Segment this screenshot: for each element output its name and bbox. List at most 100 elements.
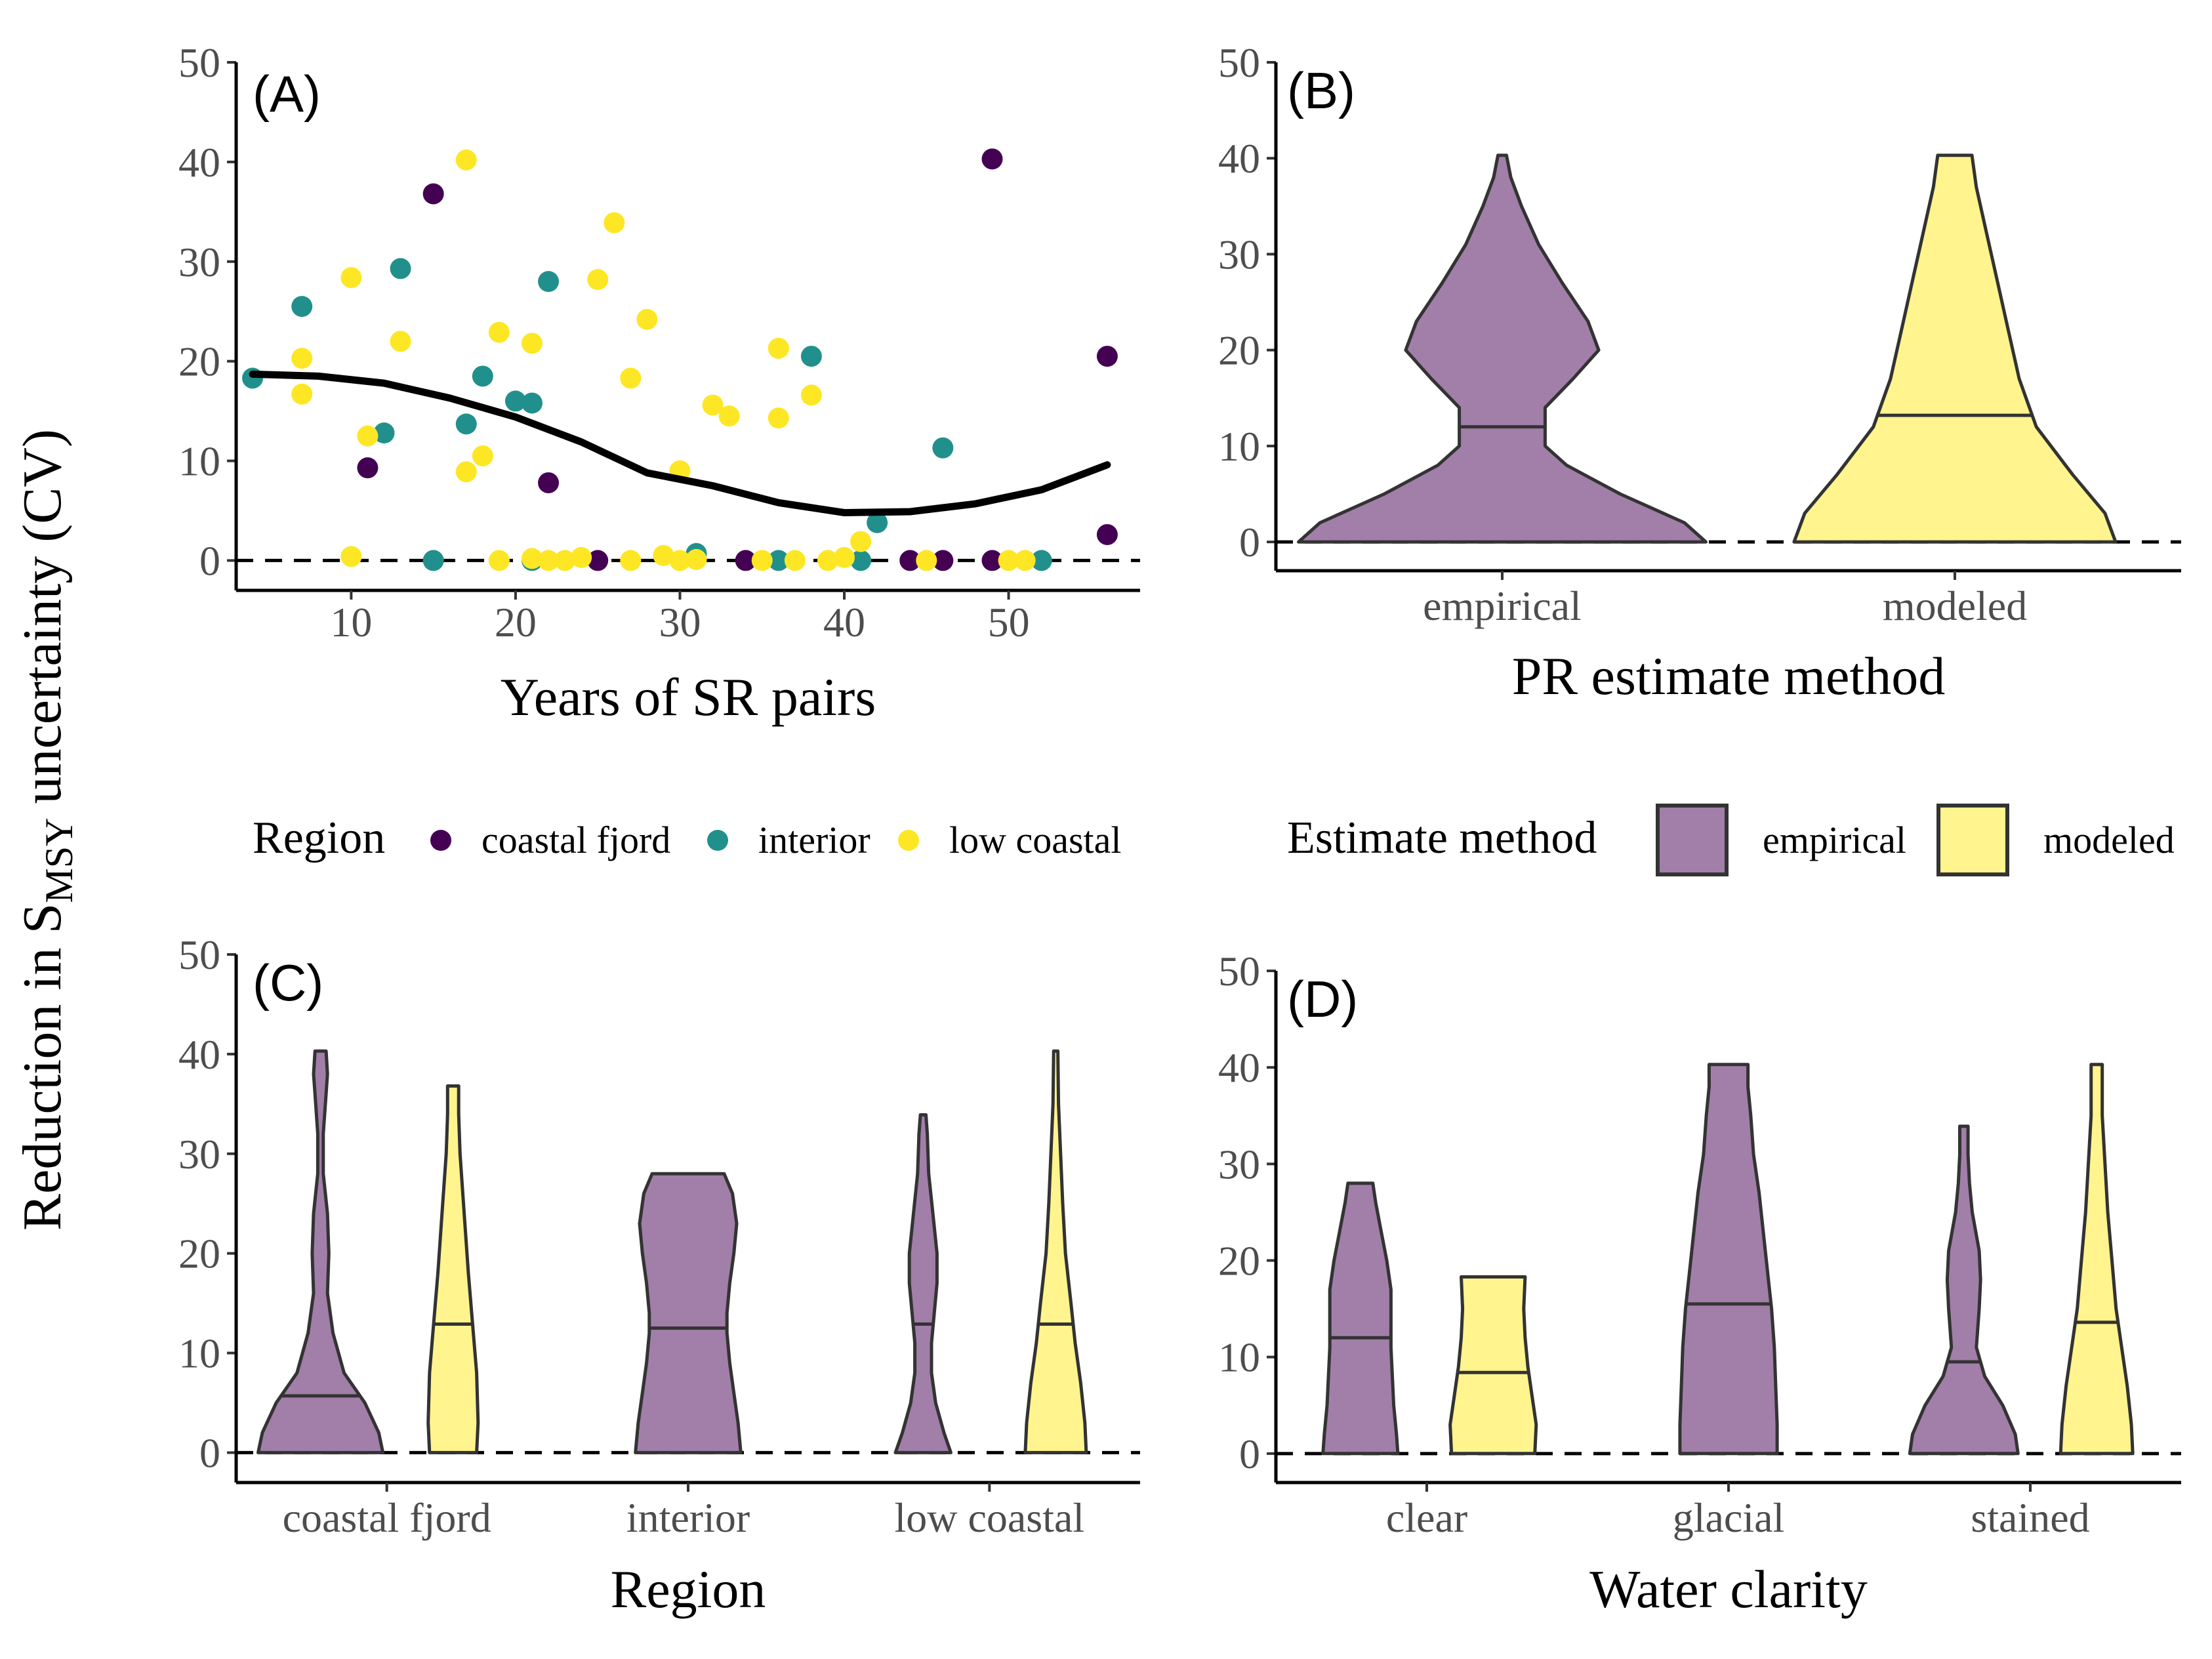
panel-c-ytick-label-10: 10 xyxy=(178,1330,220,1377)
panel-a-point-low-coastal-32 xyxy=(817,550,838,571)
panel-a-point-interior-15 xyxy=(867,512,888,533)
panel-a-label: (A) xyxy=(253,65,321,123)
panel-a-point-low-coastal-10 xyxy=(488,550,510,571)
panel-c-ytick-label-0: 0 xyxy=(199,1429,220,1476)
panel-d-violin-stained-modeled xyxy=(2058,1063,2135,1456)
panel-a-point-low-coastal-36 xyxy=(998,550,1019,571)
panel-a-point-interior-1 xyxy=(291,296,313,317)
legend-region-key-coastal-fjord xyxy=(430,830,451,851)
panel-c-xtick-label-low-coastal: low coastal xyxy=(894,1494,1084,1541)
panel-a-ytick-label-30: 30 xyxy=(178,239,220,285)
legend-method-label-empirical: empirical xyxy=(1763,819,1906,861)
panel-c-ytick-label-20: 20 xyxy=(178,1231,220,1277)
panel-a-ytick-label-40: 40 xyxy=(178,139,220,186)
panel-a-point-low-coastal-3 xyxy=(340,546,362,567)
panel-c-violin-low-coastal-modeled xyxy=(1023,1049,1088,1454)
legend-method-label-modeled: modeled xyxy=(2043,819,2175,861)
panel-a-point-coastal-fjord-3 xyxy=(587,550,609,571)
panel-a-point-low-coastal-11 xyxy=(521,333,543,354)
panel-a-point-coastal-fjord-5 xyxy=(899,550,921,571)
panel-a-scatter: (A) 0 10 20 30 40 50 Years of SR pairs 10 20 30 40 5… xyxy=(178,39,1140,727)
panel-a-point-interior-12 xyxy=(768,550,789,571)
panel-a-point-low-coastal-23 xyxy=(669,550,691,571)
panel-d-ytick-label-10: 10 xyxy=(1218,1334,1260,1381)
legend-region-title: Region xyxy=(253,813,385,863)
panel-a-point-interior-16 xyxy=(932,437,954,459)
legend-estimate-method: Estimate method empirical modeled xyxy=(1287,804,2175,876)
panel-a-point-low-coastal-19 xyxy=(620,550,642,571)
panel-a-point-low-coastal-12 xyxy=(521,548,543,569)
panel-a-ytick-label-0: 0 xyxy=(199,537,220,584)
panel-a-point-low-coastal-29 xyxy=(768,407,789,429)
panel-a-xtick-label-40: 40 xyxy=(823,599,865,645)
panel-a-ytick-label-20: 20 xyxy=(178,338,220,385)
panel-b-ytick-label-40: 40 xyxy=(1218,135,1260,182)
panel-b-ytick-label-50: 50 xyxy=(1218,39,1260,86)
legend-region: Region coastal fjord interior low coastal xyxy=(253,813,1122,863)
panel-d-ytick-label-50: 50 xyxy=(1218,948,1260,994)
panel-a-x-axis-title: Years of SR pairs xyxy=(501,667,876,727)
panel-d-ytick-label-40: 40 xyxy=(1218,1044,1260,1091)
panel-b-ytick-label-10: 10 xyxy=(1218,423,1260,470)
legend-region-key-interior xyxy=(707,830,728,851)
legend-method-title: Estimate method xyxy=(1287,813,1597,863)
panel-c-violin-region: (C) 0 10 20 30 40 50 Region coastal fjord interio… xyxy=(178,932,1140,1619)
panel-a-point-low-coastal-0 xyxy=(291,348,313,369)
panel-b-x-axis-title: PR estimate method xyxy=(1512,646,1945,706)
panel-c-violin-coastal-fjord-empirical xyxy=(256,1049,385,1454)
panel-b-violin-modeled-modeled xyxy=(1792,154,2118,544)
panel-d-xtick-label-glacial: glacial xyxy=(1673,1494,1785,1541)
panel-c-ytick-label-40: 40 xyxy=(178,1031,220,1078)
panel-a-point-low-coastal-14 xyxy=(554,550,576,571)
panel-d-violin-stained-empirical xyxy=(1908,1124,2020,1456)
panel-a-point-interior-5 xyxy=(455,413,477,435)
panel-d-ytick-label-30: 30 xyxy=(1218,1141,1260,1187)
panel-a-point-low-coastal-13 xyxy=(538,550,560,571)
panel-a-point-low-coastal-27 xyxy=(751,550,773,571)
panel-b-violin-method: (B) 0 10 20 30 40 50 PR estimate method empirica… xyxy=(1218,39,2181,706)
panel-a-point-low-coastal-17 xyxy=(604,212,625,234)
panel-b-xtick-label-empirical: empirical xyxy=(1423,583,1582,629)
panel-a-point-interior-3 xyxy=(390,258,411,279)
panel-a-point-coastal-fjord-2 xyxy=(538,472,560,493)
legend-method-key-empirical xyxy=(1656,804,1729,876)
panel-a-point-coastal-fjord-6 xyxy=(932,550,954,571)
panel-a-point-low-coastal-5 xyxy=(390,331,411,352)
panel-a-point-low-coastal-8 xyxy=(472,445,493,466)
panel-a-point-low-coastal-20 xyxy=(636,308,658,330)
panel-a-point-interior-2 xyxy=(373,422,395,444)
panel-a-ytick-label-50: 50 xyxy=(178,39,220,86)
panel-a-xtick-label-30: 30 xyxy=(659,599,701,645)
panel-a-point-interior-6 xyxy=(472,365,493,387)
panel-b-label: (B) xyxy=(1287,62,1355,119)
legend-region-label-coastal-fjord: coastal fjord xyxy=(481,819,670,861)
panel-b-xtick-label-modeled: modeled xyxy=(1883,583,2027,629)
panel-b-ytick-label-30: 30 xyxy=(1218,231,1260,277)
panel-a-point-interior-14 xyxy=(850,550,872,571)
y-axis-title-subscript: MSY xyxy=(37,818,81,903)
panel-a-point-coastal-fjord-10 xyxy=(1096,523,1118,545)
panel-b-ytick-label-0: 0 xyxy=(1239,519,1260,565)
panel-d-label: (D) xyxy=(1287,970,1358,1028)
panel-a-point-interior-10 xyxy=(538,271,560,293)
panel-c-xtick-label-interior: interior xyxy=(626,1494,750,1541)
panel-a-point-low-coastal-6 xyxy=(455,149,477,171)
panel-a-point-low-coastal-15 xyxy=(571,546,592,568)
panel-a-point-low-coastal-34 xyxy=(850,531,872,552)
panel-a-point-interior-7 xyxy=(504,390,526,412)
panel-a-xtick-label-20: 20 xyxy=(495,599,537,645)
panel-c-label: (C) xyxy=(253,954,323,1012)
panel-c-x-axis-title: Region xyxy=(611,1559,766,1619)
panel-a-point-low-coastal-2 xyxy=(340,267,362,289)
panel-c-ytick-label-50: 50 xyxy=(178,932,220,978)
panel-a-point-low-coastal-4 xyxy=(357,425,379,447)
panel-c-violin-low-coastal-empirical xyxy=(893,1113,952,1454)
legend-region-label-low-coastal: low coastal xyxy=(949,819,1122,861)
panel-a-point-low-coastal-35 xyxy=(916,550,937,571)
panel-a-point-coastal-fjord-4 xyxy=(735,550,756,571)
legend-method-key-modeled xyxy=(1936,804,2009,876)
shared-y-axis-title: Reduction in SMSY uncertainty (CV) xyxy=(12,429,81,1231)
panel-a-point-low-coastal-37 xyxy=(1014,550,1036,571)
panel-d-violin-water-clarity: (D) 0 10 20 30 40 50 Water clarity clear glacial s… xyxy=(1218,948,2181,1619)
